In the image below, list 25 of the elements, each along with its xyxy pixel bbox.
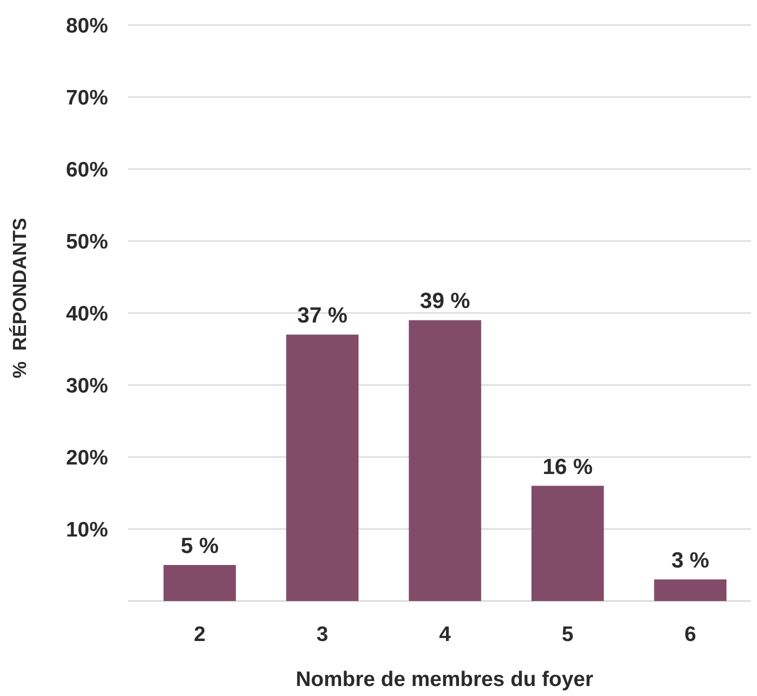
- x-tick-label: 6: [684, 623, 696, 646]
- data-label: 39 %: [420, 288, 470, 314]
- y-tick-label: 40%: [66, 302, 108, 326]
- x-tick-label: 4: [439, 623, 452, 646]
- data-label: 16 %: [542, 454, 593, 479]
- x-tick-label: 5: [562, 623, 574, 646]
- data-label: 3 %: [671, 547, 710, 572]
- bar: [164, 565, 236, 601]
- y-tick-label: 30%: [66, 374, 108, 398]
- y-tick-label: 50%: [66, 230, 108, 254]
- bar: [654, 579, 726, 601]
- bar: [531, 486, 604, 601]
- data-label: 5 %: [180, 533, 219, 558]
- data-label: 37 %: [297, 302, 348, 328]
- bar: [286, 334, 359, 601]
- y-tick-label: 70%: [66, 86, 108, 110]
- y-tick-label: 60%: [66, 158, 108, 182]
- x-axis-title: Nombre de membres du foyer: [296, 668, 594, 691]
- y-tick-label: 10%: [66, 518, 108, 542]
- y-axis-title: % RÉPONDANTS: [9, 218, 31, 378]
- x-tick-label: 2: [194, 623, 206, 646]
- x-tick-label: 3: [316, 623, 328, 646]
- y-tick-label: 80%: [66, 14, 108, 38]
- bar: [408, 320, 482, 601]
- y-tick-label: 20%: [66, 446, 108, 470]
